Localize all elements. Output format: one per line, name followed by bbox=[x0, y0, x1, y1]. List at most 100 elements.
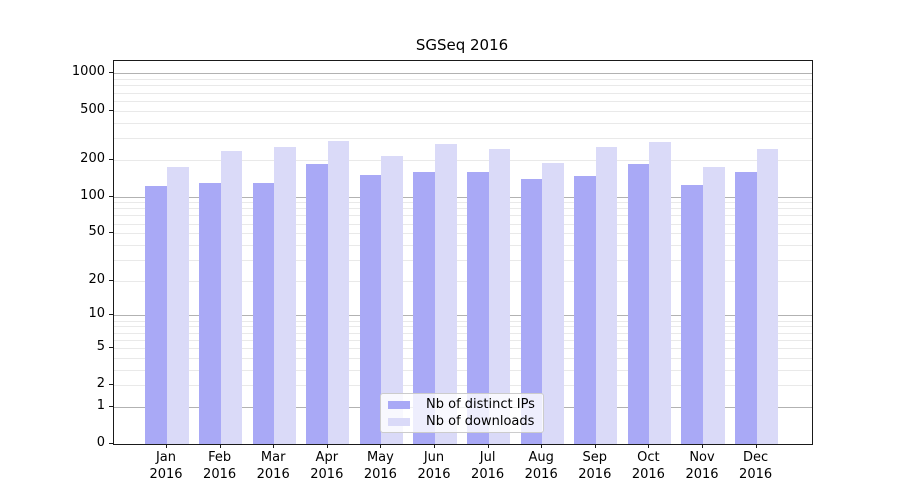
x-tick-mark bbox=[219, 444, 221, 448]
bar-nb-of-distinct-ips-jul bbox=[467, 172, 489, 444]
x-tick-label: Jun 2016 bbox=[417, 450, 451, 482]
bar-nb-of-downloads-oct bbox=[649, 141, 671, 444]
y-tick-mark bbox=[109, 443, 113, 444]
x-tick-mark bbox=[380, 444, 382, 448]
x-tick-label: Feb 2016 bbox=[203, 450, 237, 482]
legend-label-downloads: Nb of downloads bbox=[426, 414, 535, 429]
minor-gridline bbox=[114, 326, 812, 328]
y-tick-label: 2 bbox=[96, 376, 105, 392]
y-tick-mark bbox=[109, 109, 113, 111]
y-tick-label: 500 bbox=[80, 101, 105, 117]
minor-gridline bbox=[114, 202, 812, 204]
bar-nb-of-distinct-ips-may bbox=[359, 174, 382, 444]
x-tick-mark bbox=[648, 444, 650, 448]
minor-gridline bbox=[114, 357, 812, 359]
x-tick-mark bbox=[487, 444, 489, 448]
x-tick-mark bbox=[434, 444, 435, 448]
bar-nb-of-downloads-jul bbox=[488, 149, 511, 444]
y-tick-mark bbox=[109, 405, 113, 407]
bar-nb-of-downloads-dec bbox=[756, 149, 779, 444]
bar-nb-of-distinct-ips-nov bbox=[681, 185, 703, 444]
y-tick-label: 1 bbox=[96, 397, 105, 413]
y-tick-label: 10 bbox=[88, 306, 105, 322]
y-tick-label: 20 bbox=[88, 271, 105, 287]
bar-nb-of-distinct-ips-aug bbox=[520, 179, 543, 444]
bar-nb-of-distinct-ips-oct bbox=[627, 164, 650, 444]
downloads-swatch-icon bbox=[388, 417, 410, 426]
y-tick-mark bbox=[109, 232, 113, 234]
x-tick-mark bbox=[166, 444, 167, 448]
legend: Nb of distinct IPs Nb of downloads bbox=[380, 393, 544, 433]
bar-nb-of-distinct-ips-mar bbox=[252, 182, 275, 444]
x-tick-label: May 2016 bbox=[363, 450, 397, 482]
x-tick-label: Jan 2016 bbox=[149, 450, 183, 482]
y-tick-mark bbox=[109, 314, 113, 316]
bar-nb-of-distinct-ips-apr bbox=[306, 164, 328, 444]
legend-row-downloads: Nb of downloads bbox=[381, 414, 543, 429]
x-tick-label: Mar 2016 bbox=[256, 450, 290, 482]
y-tick-label: 1000 bbox=[71, 64, 105, 80]
minor-gridline bbox=[114, 85, 812, 87]
bar-nb-of-downloads-apr bbox=[327, 141, 350, 444]
bar-nb-of-distinct-ips-dec bbox=[735, 171, 757, 444]
y-tick-label: 5 bbox=[96, 338, 105, 354]
minor-gridline bbox=[114, 320, 812, 322]
bar-nb-of-downloads-nov bbox=[703, 166, 725, 444]
x-tick-label: Aug 2016 bbox=[524, 450, 558, 482]
bar-nb-of-distinct-ips-jun bbox=[413, 171, 435, 444]
x-tick-mark bbox=[541, 444, 543, 448]
bar-nb-of-downloads-sep bbox=[595, 146, 618, 444]
x-tick-label: Sep 2016 bbox=[578, 450, 612, 482]
y-tick-mark bbox=[109, 72, 113, 74]
minor-gridline bbox=[114, 215, 812, 217]
minor-gridline bbox=[114, 137, 812, 139]
minor-gridline bbox=[114, 332, 812, 334]
minor-gridline bbox=[114, 122, 812, 124]
x-tick-mark bbox=[594, 444, 596, 448]
minor-gridline bbox=[114, 110, 812, 112]
bar-nb-of-downloads-jan bbox=[167, 166, 189, 444]
x-tick-label: Oct 2016 bbox=[631, 450, 665, 482]
y-tick-label: 50 bbox=[88, 224, 105, 240]
bar-nb-of-distinct-ips-feb bbox=[199, 183, 221, 444]
major-gridline bbox=[114, 196, 812, 198]
distinct-ips-swatch-icon bbox=[388, 400, 410, 409]
x-tick-label: Jul 2016 bbox=[471, 450, 505, 482]
bar-nb-of-distinct-ips-jan bbox=[145, 186, 167, 444]
bar-nb-of-downloads-mar bbox=[274, 146, 296, 444]
legend-label-distinct-ips: Nb of distinct IPs bbox=[426, 397, 535, 412]
bar-nb-of-downloads-feb bbox=[220, 150, 243, 444]
minor-gridline bbox=[114, 280, 812, 282]
legend-row-distinct-ips: Nb of distinct IPs bbox=[381, 397, 543, 412]
x-tick-label: Nov 2016 bbox=[685, 450, 719, 482]
y-tick-mark bbox=[109, 279, 113, 281]
chart-title: SGSeq 2016 bbox=[415, 36, 509, 54]
y-tick-mark bbox=[109, 346, 113, 348]
y-tick-mark bbox=[109, 158, 113, 160]
major-gridline bbox=[114, 315, 812, 317]
minor-gridline bbox=[114, 233, 812, 235]
y-tick-mark bbox=[109, 195, 113, 197]
minor-gridline bbox=[114, 369, 812, 371]
minor-gridline bbox=[114, 208, 812, 210]
x-tick-mark bbox=[755, 444, 757, 448]
x-tick-mark bbox=[326, 444, 328, 448]
x-tick-mark bbox=[702, 444, 703, 448]
plot-area bbox=[113, 60, 813, 445]
y-tick-mark bbox=[109, 384, 113, 386]
minor-gridline bbox=[114, 100, 812, 102]
minor-gridline bbox=[114, 92, 812, 94]
y-tick-label: 200 bbox=[80, 150, 105, 166]
y-tick-label: 0 bbox=[96, 435, 105, 450]
minor-gridline bbox=[114, 79, 812, 81]
x-tick-mark bbox=[273, 444, 275, 448]
x-tick-label: Apr 2016 bbox=[310, 450, 344, 482]
x-tick-label: Dec 2016 bbox=[739, 450, 773, 482]
minor-gridline bbox=[114, 244, 812, 246]
minor-gridline bbox=[114, 223, 812, 225]
minor-gridline bbox=[114, 347, 812, 349]
bar-nb-of-downloads-aug bbox=[542, 163, 564, 444]
bar-nb-of-distinct-ips-sep bbox=[574, 175, 596, 444]
y-tick-label: 100 bbox=[80, 187, 105, 203]
